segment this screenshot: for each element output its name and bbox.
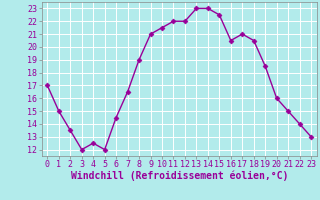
X-axis label: Windchill (Refroidissement éolien,°C): Windchill (Refroidissement éolien,°C) (70, 171, 288, 181)
